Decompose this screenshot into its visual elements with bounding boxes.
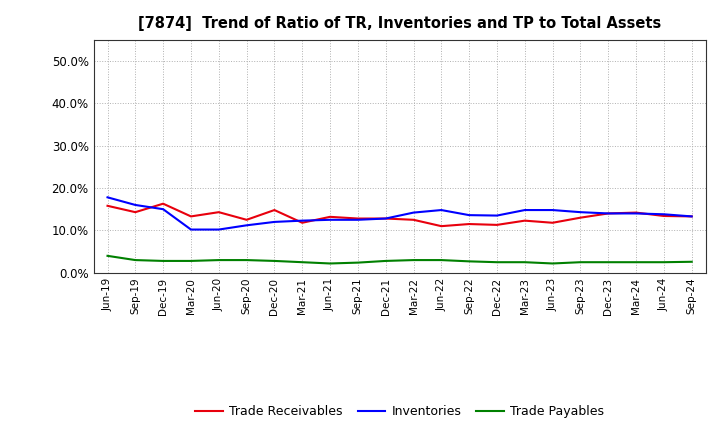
Inventories	[382, 216, 390, 221]
Trade Payables	[604, 260, 613, 265]
Line: Trade Receivables: Trade Receivables	[107, 204, 692, 226]
Trade Payables	[549, 261, 557, 266]
Trade Payables	[382, 258, 390, 264]
Inventories	[242, 223, 251, 228]
Trade Receivables	[159, 201, 168, 206]
Trade Receivables	[131, 209, 140, 215]
Trade Receivables	[492, 222, 501, 227]
Trade Receivables	[242, 217, 251, 223]
Trade Payables	[298, 260, 307, 265]
Trade Payables	[215, 257, 223, 263]
Trade Payables	[465, 259, 474, 264]
Inventories	[688, 214, 696, 219]
Inventories	[159, 206, 168, 212]
Inventories	[631, 211, 640, 216]
Trade Payables	[492, 260, 501, 265]
Trade Receivables	[688, 214, 696, 219]
Trade Payables	[159, 258, 168, 264]
Inventories	[186, 227, 195, 232]
Inventories	[549, 207, 557, 213]
Inventories	[576, 209, 585, 215]
Trade Receivables	[437, 224, 446, 229]
Trade Payables	[242, 257, 251, 263]
Trade Payables	[409, 257, 418, 263]
Trade Receivables	[215, 209, 223, 215]
Trade Receivables	[465, 221, 474, 227]
Inventories	[492, 213, 501, 218]
Inventories	[354, 217, 362, 223]
Trade Payables	[270, 258, 279, 264]
Trade Receivables	[409, 217, 418, 223]
Inventories	[103, 194, 112, 200]
Inventories	[325, 217, 334, 223]
Trade Receivables	[325, 214, 334, 220]
Inventories	[298, 218, 307, 223]
Trade Payables	[631, 260, 640, 265]
Trade Receivables	[631, 210, 640, 215]
Trade Payables	[186, 258, 195, 264]
Trade Receivables	[382, 216, 390, 221]
Trade Receivables	[521, 218, 529, 223]
Title: [7874]  Trend of Ratio of TR, Inventories and TP to Total Assets: [7874] Trend of Ratio of TR, Inventories…	[138, 16, 661, 32]
Inventories	[270, 219, 279, 224]
Inventories	[521, 207, 529, 213]
Trade Payables	[325, 261, 334, 266]
Trade Receivables	[576, 215, 585, 220]
Trade Payables	[660, 260, 668, 265]
Trade Receivables	[549, 220, 557, 225]
Inventories	[465, 213, 474, 218]
Inventories	[409, 210, 418, 215]
Trade Receivables	[354, 216, 362, 221]
Trade Receivables	[103, 203, 112, 209]
Trade Receivables	[660, 213, 668, 219]
Trade Payables	[354, 260, 362, 265]
Trade Payables	[437, 257, 446, 263]
Inventories	[604, 211, 613, 216]
Line: Trade Payables: Trade Payables	[107, 256, 692, 264]
Line: Inventories: Inventories	[107, 197, 692, 230]
Inventories	[437, 207, 446, 213]
Inventories	[660, 212, 668, 217]
Trade Payables	[521, 260, 529, 265]
Trade Receivables	[298, 220, 307, 225]
Trade Payables	[688, 259, 696, 264]
Trade Payables	[576, 260, 585, 265]
Legend: Trade Receivables, Inventories, Trade Payables: Trade Receivables, Inventories, Trade Pa…	[190, 400, 609, 423]
Inventories	[215, 227, 223, 232]
Trade Receivables	[270, 207, 279, 213]
Trade Payables	[103, 253, 112, 258]
Trade Receivables	[186, 214, 195, 219]
Trade Payables	[131, 257, 140, 263]
Trade Receivables	[604, 211, 613, 216]
Inventories	[131, 202, 140, 208]
